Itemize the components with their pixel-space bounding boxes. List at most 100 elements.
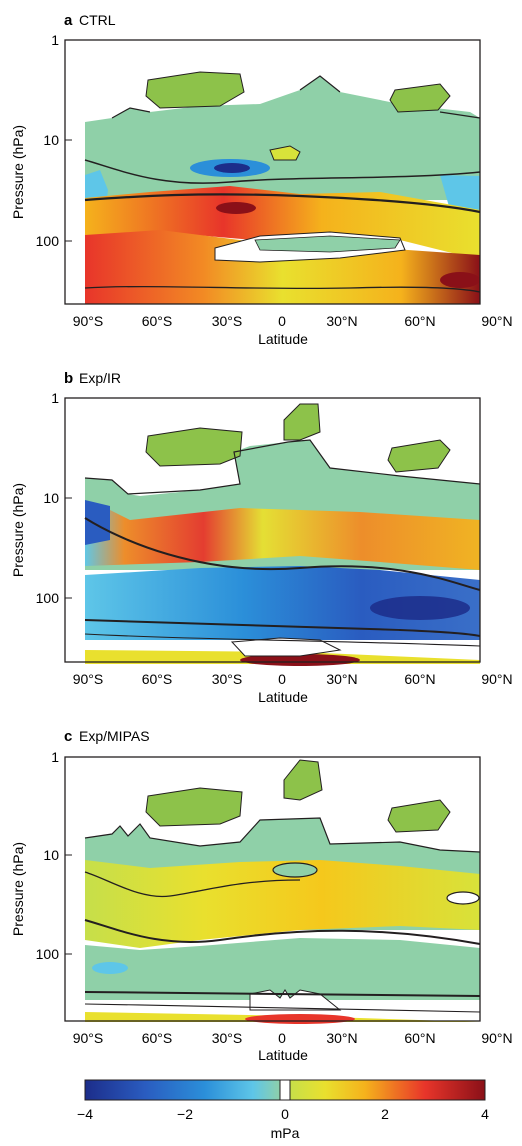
panel-b-positive-band [85,508,480,570]
panel-c-small-blob [272,862,318,878]
panel-a-upper-boundary [111,75,481,119]
colorbar-unit: mPa [271,1125,300,1141]
panel-c-zero-contour-mid [84,919,481,945]
panel-b-zero-contour-bottom [84,633,481,647]
panel-a-xlabel: Latitude [258,331,308,347]
panel-a-xtick: 90°S [73,313,104,329]
panel-a-xtick: 0 [278,313,286,329]
panel-c-zero-contour-lower [84,991,481,997]
panel-c-upper-boundary [84,817,481,853]
panel-c-x-axis: 90°S 60°S 30°S 0 30°N 60°N 90°N Latitude [73,1030,513,1063]
panel-b-upper-blob-center [283,403,321,441]
panel-c-zero-contour-bottom [84,1003,481,1013]
panel-c-xtick: 60°S [142,1030,173,1046]
panel-b-sh-negative [85,500,110,545]
panel-a-ytick: 100 [36,233,60,249]
panel-b-ylabel: Pressure (hPa) [10,483,26,577]
panel-b-xtick: 90°N [481,671,512,687]
panel-c-positive-max [245,1014,355,1024]
panel-c-nh-gap [446,891,480,905]
panel-c-frame [64,756,481,1022]
panel-c-letter: c [64,728,72,745]
panel-b: b Exp/IR 1 10 100 Pressur [10,370,513,705]
panel-a-near-zero-region [85,76,480,200]
panel-a-zero-contour-upper [84,159,481,184]
colorbar-tick: 4 [481,1106,489,1122]
panel-c-xtick: 90°S [73,1030,104,1046]
panel-c-ylabel: Pressure (hPa) [10,842,26,936]
panel-a-frame [64,39,481,305]
panel-a-xtick: 30°N [326,313,357,329]
colorbar-tick: 0 [281,1106,289,1122]
panel-a-gap-inner [254,235,401,253]
panel-a-field [84,71,481,304]
panel-b-negative-max [370,596,470,620]
panel-c-upper-blob-left [145,787,243,827]
panel-a-x-axis: 90°S 60°S 30°S 0 30°N 60°N 90°N Latitude [73,313,513,347]
panel-c-ytick: 1 [51,749,59,765]
panel-b-upper-blob-right [387,439,451,473]
panel-c-title: Exp/MIPAS [79,728,150,744]
panel-a-letter: a [64,12,73,29]
panel-a-upper-blob-right [389,83,451,113]
panel-b-xtick: 30°N [326,671,357,687]
panel-a-xtick: 30°S [212,313,243,329]
panel-a: a CTRL [10,12,513,347]
panel-c: c Exp/MIPAS 1 10 [10,728,513,1063]
panel-c-xtick: 30°N [326,1030,357,1046]
panel-a-ytick: 10 [43,132,59,148]
colorbar-tick: 2 [381,1106,389,1122]
colorbar-tick: −2 [177,1106,193,1122]
panel-a-xtick: 60°S [142,313,173,329]
panel-a-upper-blob-left [145,71,245,109]
panel-a-nh-lower-max [440,272,480,288]
colorbar: −4 −2 0 2 4 mPa [77,1079,489,1141]
panel-b-xtick: 60°N [404,671,435,687]
panel-c-zero-contour-upper [84,871,301,898]
panel-c-xtick: 60°N [404,1030,435,1046]
colorbar-ticks: −4 −2 0 2 4 [77,1106,489,1122]
panel-c-upper-blob-center [283,759,323,801]
panel-a-negative-max [214,163,250,173]
panel-b-xtick: 90°S [73,671,104,687]
panel-b-zero-contour-mid [84,517,481,591]
panel-b-negative-band [85,566,480,640]
panel-a-ytick: 1 [51,32,59,48]
panel-c-xtick: 0 [278,1030,286,1046]
panel-a-ylabel: Pressure (hPa) [10,125,26,219]
panel-c-ytick: 100 [36,946,60,962]
panel-b-ytick: 100 [36,590,60,606]
panel-a-xtick: 60°N [404,313,435,329]
panel-b-xtick: 60°S [142,671,173,687]
panel-b-xtick: 30°S [212,671,243,687]
panel-b-upper-blob-left [145,427,243,467]
panel-b-xlabel: Latitude [258,689,308,705]
panel-a-xtick: 90°N [481,313,512,329]
panel-b-frame [64,397,481,663]
panel-b-field [84,403,481,666]
panel-b-letter: b [64,370,73,387]
colorbar-zero-cell [279,1079,291,1101]
panel-b-y-axis: 1 10 100 Pressure (hPa) [10,390,72,606]
panel-a-positive-max [216,202,256,214]
panel-c-field [84,759,481,1024]
panel-c-positive-band [85,860,480,948]
panel-c-sh-negative [92,962,128,974]
panel-c-upper-blob-right [387,799,451,833]
panel-c-xtick: 30°S [212,1030,243,1046]
panel-a-zero-contour-lower [84,285,481,293]
panel-c-xtick: 90°N [481,1030,512,1046]
panel-c-xlabel: Latitude [258,1047,308,1063]
panel-b-positive-max [240,654,360,666]
panel-c-ytick: 10 [43,847,59,863]
panel-b-zero-gap [230,637,342,657]
panel-b-x-axis: 90°S 60°S 30°S 0 30°N 60°N 90°N Latitude [73,671,513,705]
panel-b-xtick: 0 [278,671,286,687]
panel-a-zero-contour-mid [84,193,481,214]
panel-b-upper-boundary [84,439,481,495]
panel-b-zero-contour-lower [84,619,481,637]
panel-b-ytick: 10 [43,490,59,506]
panel-a-positive-band [85,186,480,260]
panel-a-title: CTRL [79,12,116,28]
panel-c-y-axis: 1 10 100 Pressure (hPa) [10,749,72,962]
